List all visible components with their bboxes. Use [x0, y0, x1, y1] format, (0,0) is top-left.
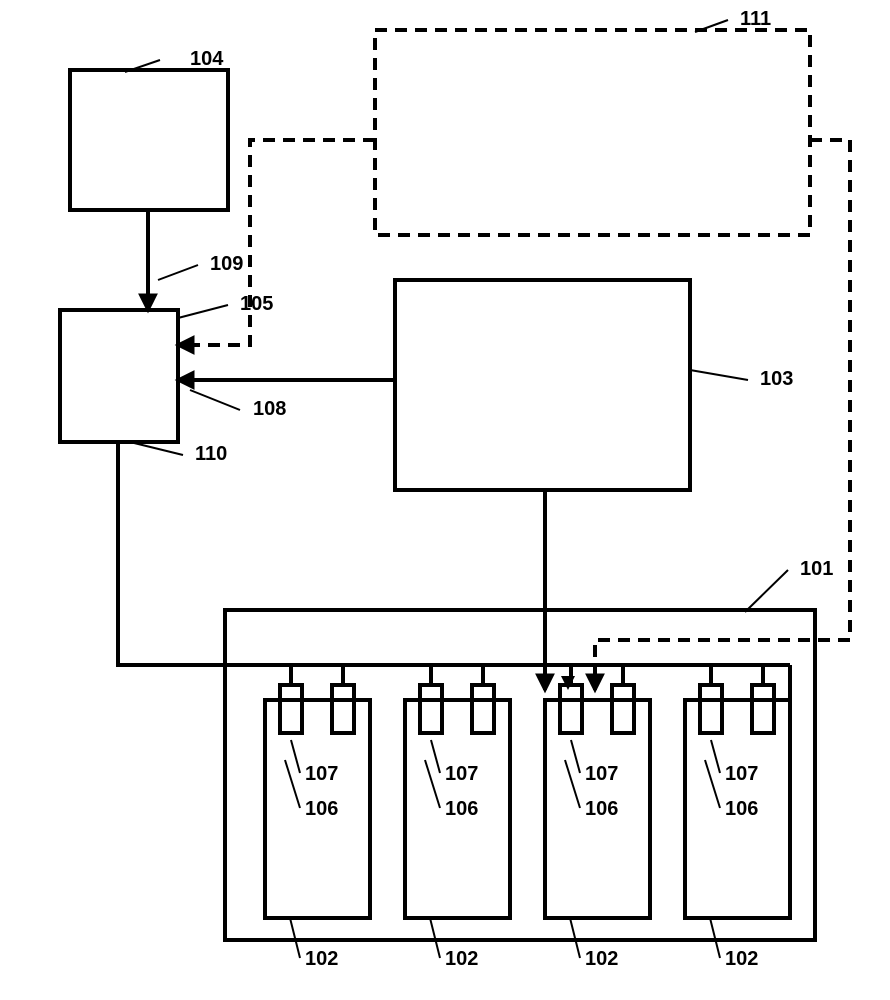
node-cyl4_tabR	[752, 685, 774, 733]
leader-L107d	[711, 740, 720, 773]
leader-L103	[690, 370, 748, 380]
node-cyl3_tabR	[612, 685, 634, 733]
label-L102d: 102	[725, 948, 758, 970]
edge-e111a	[178, 140, 375, 345]
label-L107b: 107	[445, 763, 478, 785]
block-diagram: 104 111 109 105 103 108 110 101 107 106 107 106 107 1…	[0, 0, 890, 1000]
leader-L107a	[291, 740, 300, 773]
label-L106d: 106	[725, 798, 758, 820]
label-L107c: 107	[585, 763, 618, 785]
node-cyl2_tabR	[472, 685, 494, 733]
node-cyl4_tabL	[700, 685, 722, 733]
label-L109: 109	[210, 253, 243, 275]
leader-L107b	[431, 740, 440, 773]
leader-L107c	[571, 740, 580, 773]
leader-L109	[158, 265, 198, 280]
edge-e110	[118, 442, 545, 665]
node-box105	[60, 310, 178, 442]
label-L107a: 107	[305, 763, 338, 785]
label-L102b: 102	[445, 948, 478, 970]
node-box104	[70, 70, 228, 210]
label-L107d: 107	[725, 763, 758, 785]
node-cyl1_tabR	[332, 685, 354, 733]
label-L101: 101	[800, 558, 833, 580]
label-L106c: 106	[585, 798, 618, 820]
node-box111	[375, 30, 810, 235]
label-L103: 103	[760, 368, 793, 390]
label-L102a: 102	[305, 948, 338, 970]
label-L105: 105	[240, 293, 273, 315]
node-cyl1_tabL	[280, 685, 302, 733]
leader-L101	[745, 570, 788, 612]
label-L111: 111	[740, 8, 771, 30]
node-cyl3_tabL	[560, 685, 582, 733]
node-cyl2_tabL	[420, 685, 442, 733]
label-L104: 104	[190, 48, 224, 70]
label-L106b: 106	[445, 798, 478, 820]
node-box103	[395, 280, 690, 490]
label-L102c: 102	[585, 948, 618, 970]
label-L106a: 106	[305, 798, 338, 820]
leader-L108	[190, 390, 240, 410]
leader-L105	[178, 305, 228, 318]
label-L110: 110	[195, 443, 227, 465]
label-L108: 108	[253, 398, 286, 420]
